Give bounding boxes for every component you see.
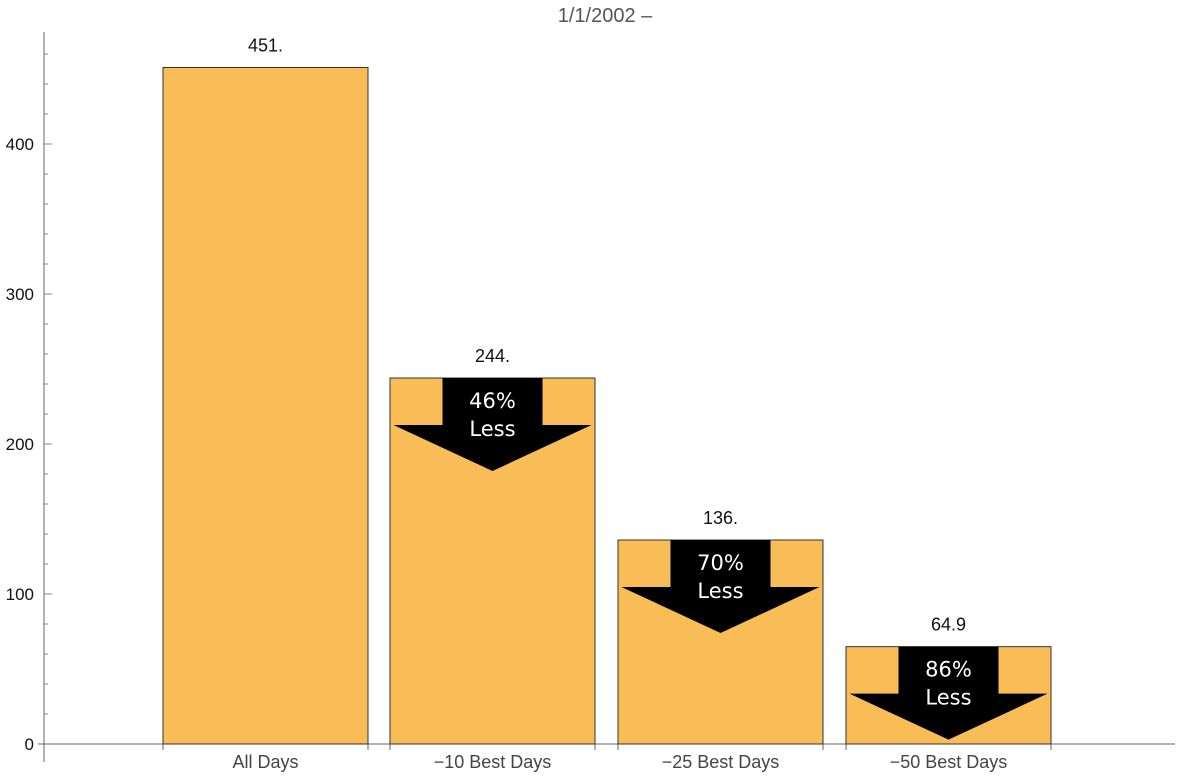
y-tick-label: 400 <box>6 135 34 154</box>
bars-group <box>162 67 1052 745</box>
annotations-group: 46% Less 70% Less 86% Less <box>393 378 1048 740</box>
category-label: −10 Best Days <box>434 752 552 772</box>
data-label: 64.9 <box>931 615 966 635</box>
annotation-word: Less <box>469 417 515 441</box>
data-labels-group: 451. 244. 136. 64.9 <box>248 36 966 635</box>
annotation-percent: 86% <box>925 658 972 682</box>
annotation-percent: 46% <box>469 389 516 413</box>
y-tick-label: 100 <box>6 585 34 604</box>
category-label: −50 Best Days <box>890 752 1008 772</box>
down-arrow-icon <box>849 646 1048 740</box>
y-tick-label: 300 <box>6 285 34 304</box>
y-tick-label: 0 <box>25 735 34 754</box>
x-axis: All Days −10 Best Days −25 Best Days −50 Be… <box>38 743 1175 772</box>
data-label: 244. <box>475 346 510 366</box>
category-label: All Days <box>232 752 298 772</box>
down-arrow-icon <box>621 540 820 633</box>
y-axis: 0 100 200 300 400 <box>6 32 52 762</box>
data-label: 136. <box>703 508 738 528</box>
category-label: −25 Best Days <box>662 752 780 772</box>
down-arrow-icon <box>393 378 592 471</box>
y-tick-label: 200 <box>6 435 34 454</box>
annotation-word: Less <box>697 579 743 603</box>
bar <box>162 67 369 745</box>
annotation-percent: 70% <box>697 551 744 575</box>
annotation-word: Less <box>925 686 971 710</box>
data-label: 451. <box>248 36 283 56</box>
chart-title: 1/1/2002 – <box>558 5 653 27</box>
